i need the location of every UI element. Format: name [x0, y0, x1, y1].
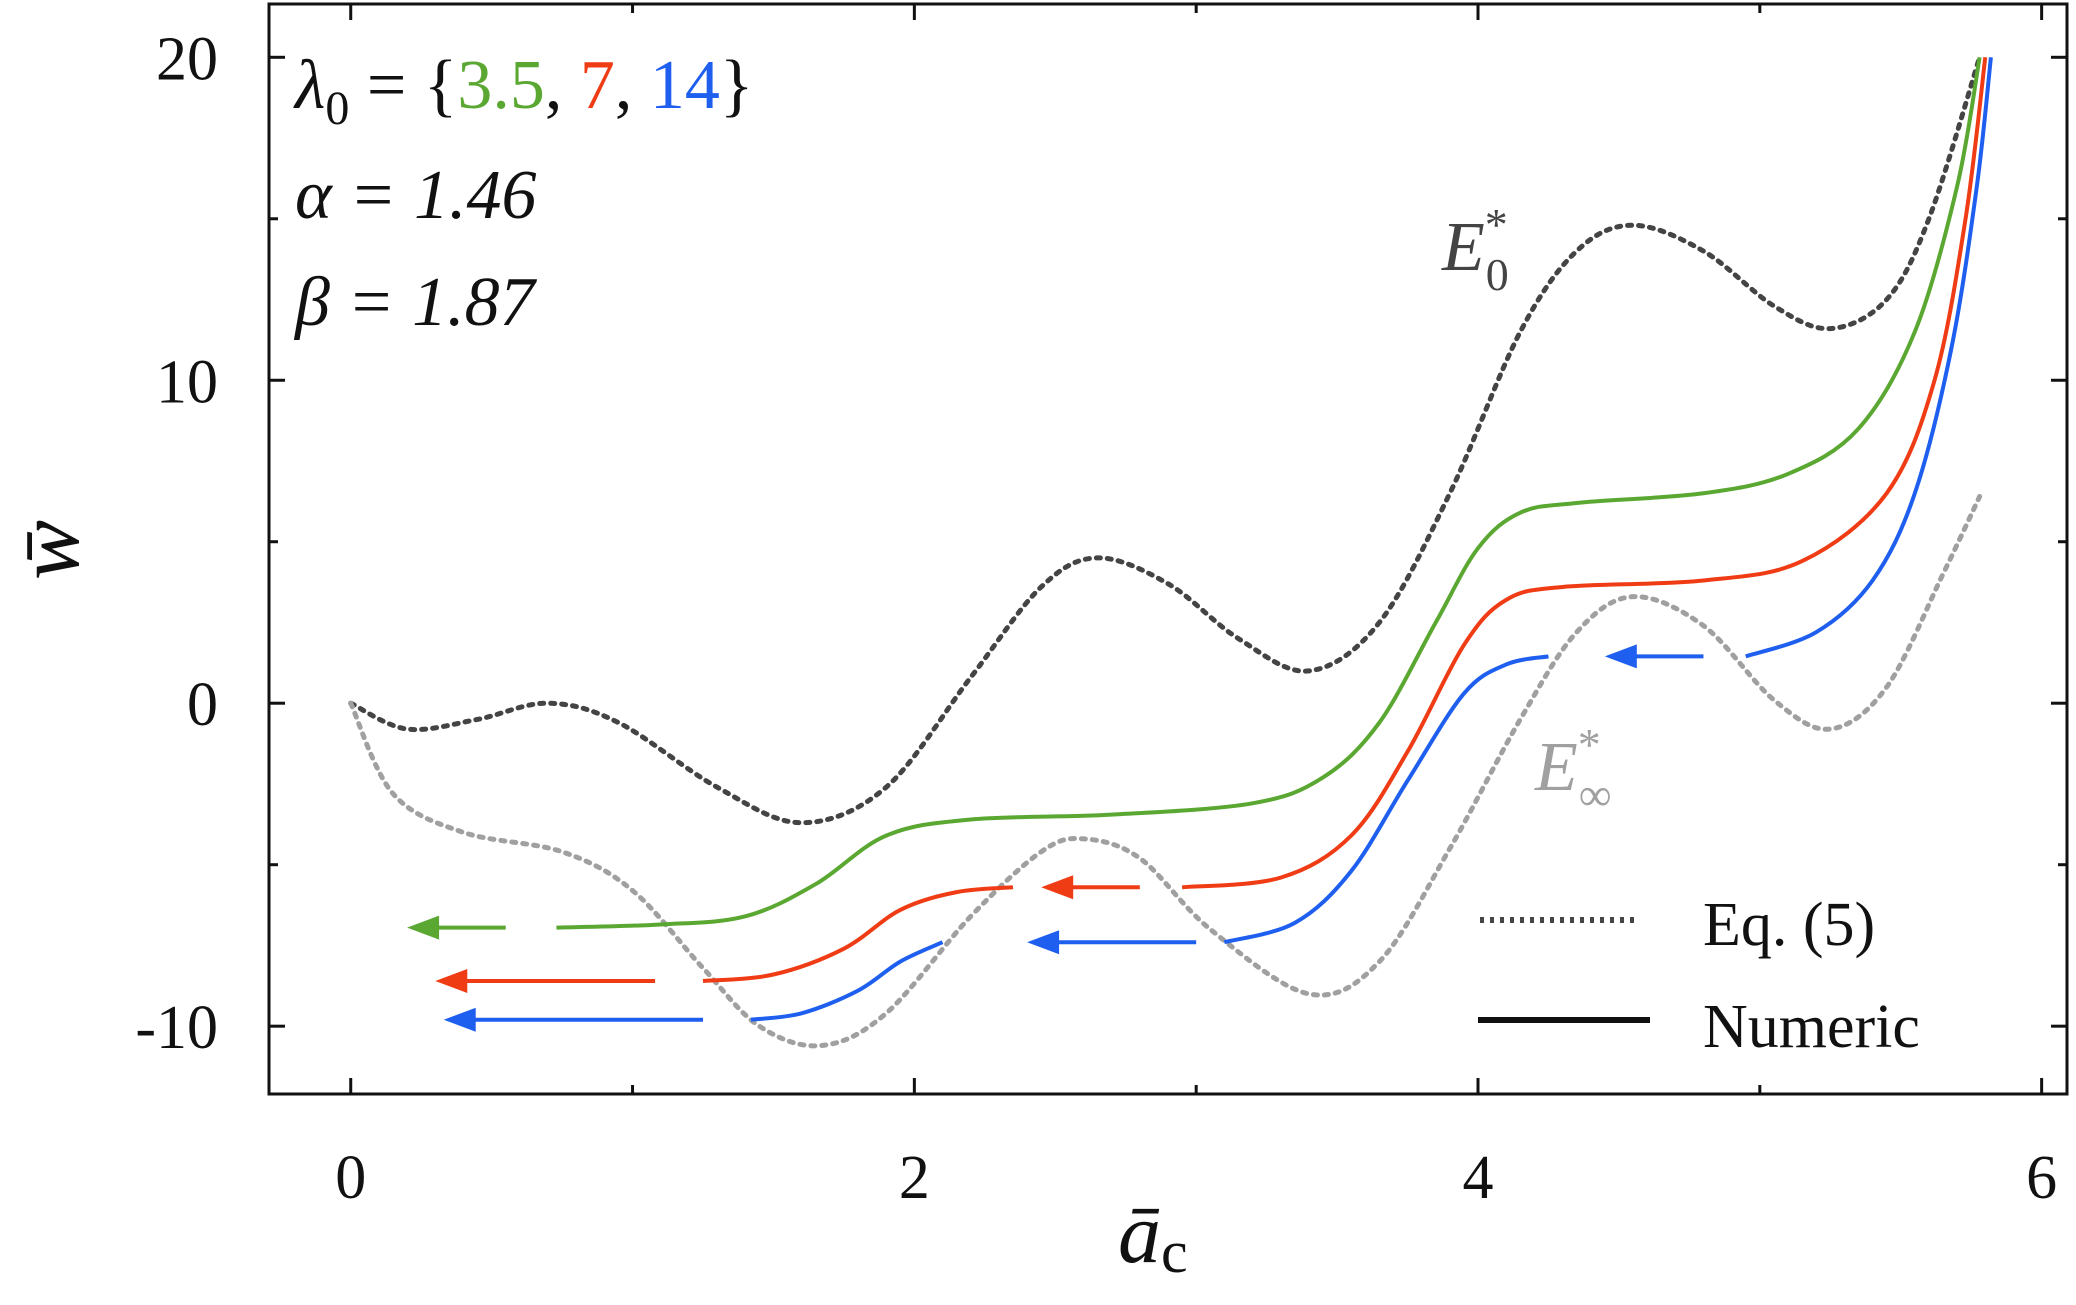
numeric-curve-7-segment-1	[1181, 57, 1988, 890]
legend-label-numeric: Numeric	[1703, 993, 1920, 1061]
y-axis-label: w̄	[0, 520, 98, 580]
y-tick-label: 0	[187, 671, 218, 739]
dotted-curve-Einf	[348, 494, 1983, 1049]
y-tick-label: 20	[156, 25, 218, 93]
y-tick-label: 10	[156, 348, 218, 416]
x-tick-label: 2	[899, 1144, 930, 1212]
y-tick-label: -10	[135, 994, 218, 1062]
x-axis-label: āc	[1118, 1185, 1188, 1285]
x-tick-label: 6	[2026, 1144, 2057, 1212]
numeric-curve-3.5-segment-0	[556, 56, 1982, 930]
lambda-annotation: λ0 = {3.5, 7, 14}	[293, 47, 754, 135]
legend: Eq. (5) Numeric	[1478, 891, 1920, 1061]
beta-annotation: β = 1.87	[293, 264, 538, 341]
jump-arrowhead-7-1	[1041, 875, 1074, 900]
ticks: 0 2 4 6 20 10 0 -10	[135, 4, 2067, 1212]
numeric-curve-7-segment-0	[702, 885, 1014, 983]
alpha-annotation: α = 1.46	[295, 157, 536, 234]
einf-label: E* ∞	[1534, 719, 1612, 820]
jump-arrowhead-3.5-0	[407, 915, 440, 940]
jump-arrowhead-14-2	[1604, 644, 1637, 669]
numeric-curve-14-segment-2	[1745, 57, 1993, 659]
x-tick-label: 0	[335, 1144, 366, 1212]
lambda-value-red: 7	[580, 47, 615, 124]
jump-arrowhead-14-0	[443, 1007, 476, 1032]
plot-frame	[267, 2, 2069, 1096]
numeric-curve-14-segment-0	[750, 940, 944, 1022]
jump-arrowhead-7-0	[435, 968, 468, 993]
x-tick-label: 4	[1463, 1144, 1494, 1212]
lambda-value-green: 3.5	[457, 47, 545, 124]
lambda-value-blue: 14	[650, 47, 720, 124]
numeric-curve-14-segment-1	[1223, 654, 1549, 945]
legend-label-eq5: Eq. (5)	[1703, 891, 1875, 959]
e0-label: E* 0	[1441, 199, 1509, 300]
plot-area	[348, 54, 1993, 1049]
jump-arrowhead-14-1	[1027, 930, 1060, 955]
dotted-curve-E0	[348, 54, 1983, 826]
